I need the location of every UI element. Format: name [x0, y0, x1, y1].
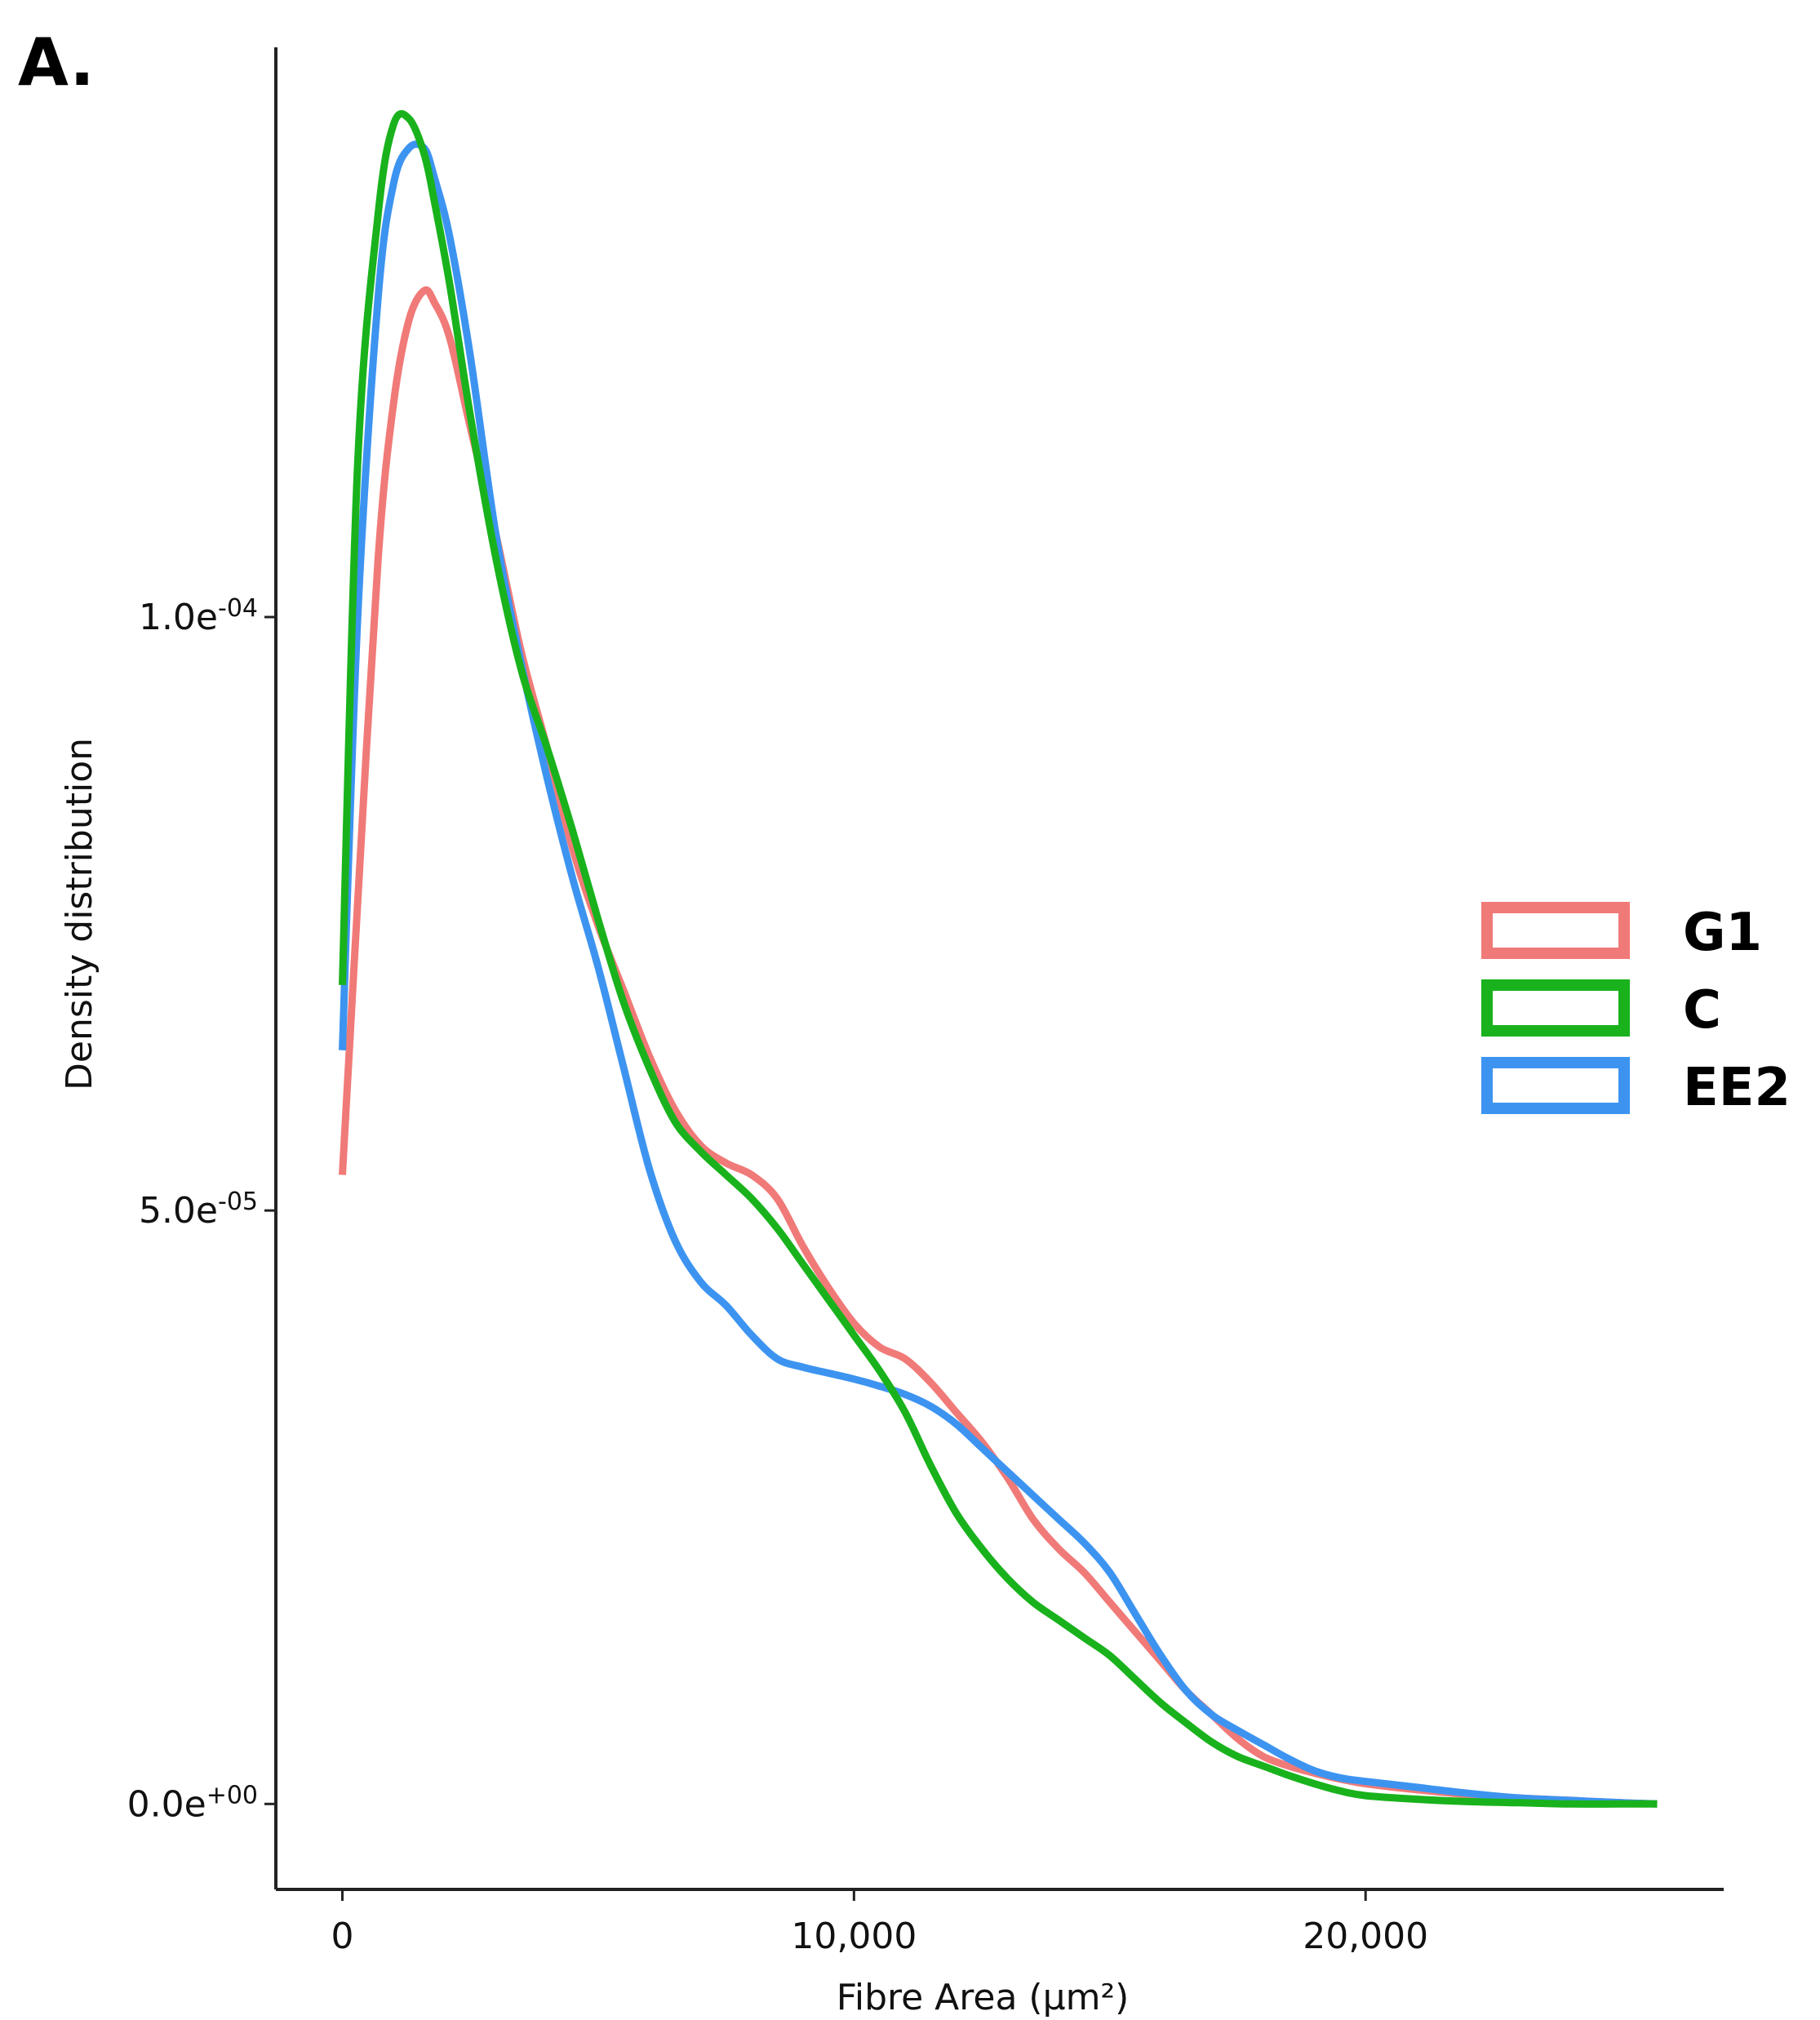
legend-swatch-g1	[1481, 902, 1630, 959]
x-axis-title: Fibre Area (µm²)	[837, 1977, 1130, 2018]
x-tick-label: 10,000	[791, 1916, 917, 1957]
legend-label-ee2: EE2	[1683, 1058, 1791, 1118]
series-line-c	[339, 109, 1658, 1808]
legend-label-g1: G1	[1683, 903, 1762, 963]
panel-label: A.	[18, 24, 95, 100]
y-axis-ticks: 0.0e+00 5.0e-05 1.0e-04	[127, 594, 276, 1825]
x-axis-ticks: 0 10,000 20,000	[331, 1889, 1428, 1957]
x-tick-label: 0	[331, 1916, 353, 1957]
legend-swatch-c	[1481, 979, 1630, 1037]
y-tick-label: 0.0e+00	[127, 1781, 258, 1825]
legend-swatch-ee2	[1481, 1057, 1630, 1114]
x-tick-label: 20,000	[1303, 1916, 1428, 1957]
y-tick-label: 1.0e-04	[139, 594, 258, 638]
series-line-ee2	[339, 140, 1658, 1808]
legend: G1 C EE2	[1481, 902, 1791, 1118]
y-axis-title: Density distribution	[59, 738, 100, 1090]
y-tick-label: 5.0e-05	[139, 1188, 258, 1232]
series-line-g1	[339, 286, 1658, 1808]
legend-label-c: C	[1683, 980, 1721, 1041]
series-lines	[339, 109, 1658, 1808]
